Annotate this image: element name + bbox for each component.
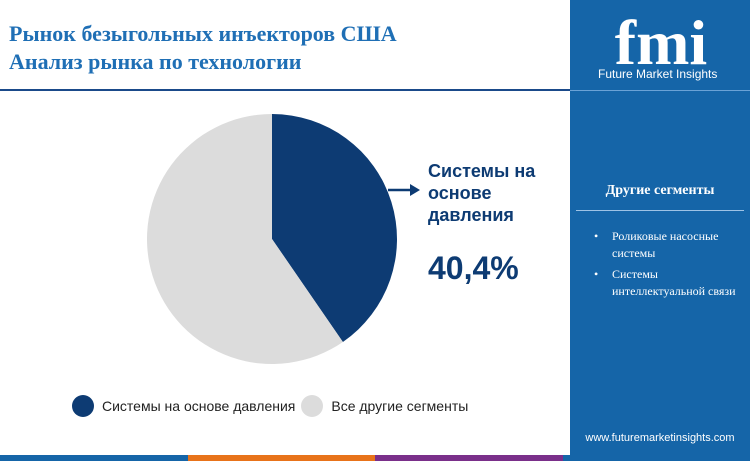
bar-segment-orange	[187, 455, 375, 461]
callout-arrow	[388, 184, 420, 196]
callout-value: 40,4%	[428, 250, 519, 286]
other-segments-title: Другие сегменты	[605, 183, 715, 198]
pie-slice-1	[147, 114, 343, 364]
pie-slice-0	[272, 114, 398, 342]
bottom-color-bar	[0, 455, 750, 461]
brand-text: fmi	[615, 12, 707, 78]
fmi-logo: fmi	[615, 12, 707, 78]
legend-item-others: Все другие сегменты	[301, 395, 468, 417]
legend: Системы на основе давления Все другие се…	[72, 394, 474, 418]
title-line-1: Рынок безыгольных инъекторов США	[9, 21, 397, 46]
legend-swatch-pressure	[72, 395, 94, 417]
sidebar: fmi Future Market Insights Другие сегмен…	[570, 0, 750, 461]
pie-chart	[147, 114, 420, 364]
chart-panel: Рынок безыгольных инъекторов США Анализ …	[0, 20, 570, 418]
title-divider	[0, 89, 570, 91]
other-segments-list: Роликовые насосные системы Системы интел…	[590, 228, 740, 304]
website-url: www.futuremarketinsights.com	[585, 432, 735, 444]
list-item: Роликовые насосные системы	[590, 228, 740, 262]
bar-segment-blue-2	[562, 455, 750, 461]
legend-label-others: Все другие сегменты	[331, 398, 469, 414]
list-item: Системы интеллектуальной связи	[590, 266, 740, 300]
legend-item-pressure: Системы на основе давления	[72, 395, 295, 417]
bar-segment-blue	[0, 455, 188, 461]
title-line-2: Анализ рынка по технологии	[9, 49, 302, 74]
sidebar-header-divider	[570, 90, 750, 91]
legend-swatch-others	[301, 395, 324, 417]
brand-tagline: Future Market Insights	[598, 67, 718, 81]
sidebar-divider	[576, 210, 744, 211]
callout-label: Системы на основе давления	[428, 161, 536, 225]
bar-segment-purple	[375, 455, 563, 461]
chart-title: Рынок безыгольных инъекторов США Анализ …	[9, 20, 529, 76]
legend-label-pressure: Системы на основе давления	[102, 398, 296, 414]
